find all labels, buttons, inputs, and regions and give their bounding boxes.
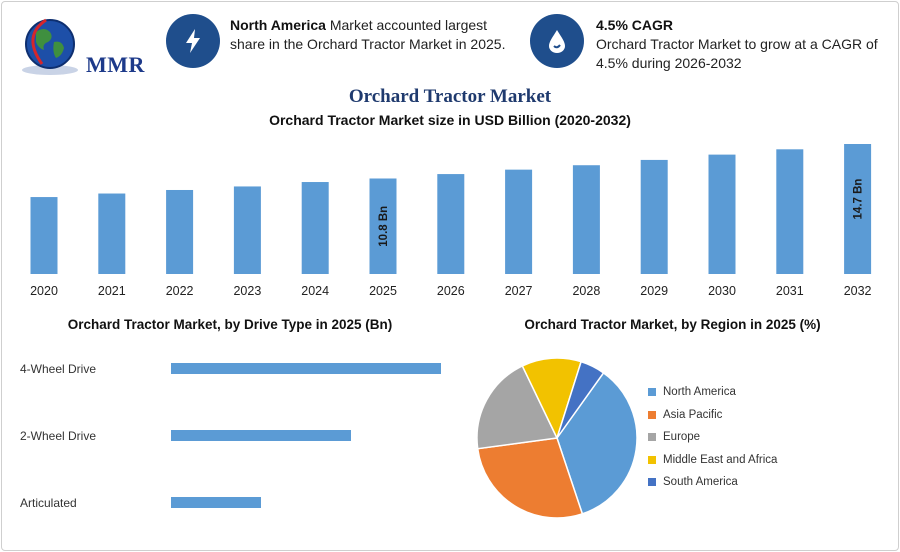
growth-drop-icon [530, 14, 584, 68]
x-tick-label: 2025 [369, 284, 397, 298]
lightning-icon [166, 14, 220, 68]
drive-type-label: Articulated [20, 496, 77, 510]
x-tick-label: 2029 [640, 284, 668, 298]
highlight-cagr-text: Orchard Tractor Market to grow at a CAGR… [596, 36, 878, 71]
bar-2024 [301, 182, 329, 274]
x-tick-label: 2028 [572, 284, 600, 298]
bar-2030 [708, 154, 736, 274]
legend-label: South America [663, 476, 738, 488]
mmr-logo: MMR [16, 12, 144, 80]
bar-chart-title: Orchard Tractor Market size in USD Billi… [269, 112, 631, 128]
bar-2032 [844, 144, 872, 274]
legend-item: North America [648, 386, 736, 398]
highlight-north-america-bold: North America [230, 17, 326, 33]
bar-2029 [640, 159, 668, 274]
legend-label: Europe [663, 431, 701, 443]
bar-2022 [166, 189, 194, 274]
drive-type-chart-title: Orchard Tractor Market, by Drive Type in… [67, 317, 393, 332]
x-tick-label: 2032 [844, 284, 872, 298]
x-tick-label: 2021 [98, 284, 126, 298]
legend-swatch [648, 455, 656, 464]
bar-2031 [776, 149, 804, 274]
legend-item: South America [648, 476, 738, 488]
highlight-north-america-text: Market accounted largest share in the Or… [230, 17, 506, 52]
bar-2027 [505, 169, 533, 274]
logo-text: MMR [86, 52, 145, 77]
x-tick-label: 2031 [776, 284, 804, 298]
highlight-north-america: North America Market accounted largest s… [230, 16, 520, 54]
x-tick-label: 2030 [708, 284, 736, 298]
legend-label: Middle East and Africa [663, 453, 778, 466]
x-tick-label: 2020 [30, 284, 58, 298]
bar-2023 [233, 186, 261, 274]
drive-type-bar [171, 363, 441, 374]
legend-swatch [648, 410, 656, 419]
legend-swatch [648, 388, 656, 396]
region-chart-title: Orchard Tractor Market, by Region in 202… [524, 317, 821, 332]
bar-2025 [369, 178, 397, 274]
x-tick-label: 2022 [166, 284, 194, 298]
page-title: Orchard Tractor Market [348, 86, 552, 107]
globe-icon [22, 18, 78, 75]
legend-item: Asia Pacific [648, 409, 722, 421]
pie-slice-north-america [556, 371, 638, 515]
market-size-bar-chart: 2020 2021 2022 2023 2024 2025 10.8 Bn 2026 2027 2… [30, 144, 872, 298]
x-tick-label: 2027 [505, 284, 533, 298]
region-pie-chart [476, 357, 638, 519]
pie-slice-south-america [556, 360, 605, 439]
legend-swatch [648, 478, 656, 486]
drive-type-bar [171, 497, 261, 508]
legend-label: Asia Pacific [663, 408, 723, 421]
bar-2028 [572, 165, 600, 274]
bar-data-label: 14.7 Bn [853, 179, 865, 220]
pie-slice-asia-pacific [476, 437, 584, 519]
legend-item: Middle East and Africa [648, 454, 777, 466]
legend-label: North America [663, 386, 736, 398]
legend-swatch [648, 433, 656, 441]
bar-2026 [437, 174, 465, 274]
bar-2020 [30, 197, 58, 274]
bar-2021 [98, 193, 126, 274]
drive-type-label: 2-Wheel Drive [20, 429, 97, 443]
bar-data-label: 10.8 Bn [378, 206, 390, 247]
x-tick-label: 2024 [301, 284, 329, 298]
drive-type-bar [171, 430, 351, 441]
pie-slice-middle-east-and-africa [521, 357, 583, 441]
legend-item: Europe [648, 431, 700, 443]
drive-type-label: 4-Wheel Drive [20, 362, 97, 376]
x-tick-label: 2023 [233, 284, 261, 298]
highlight-cagr: 4.5% CAGR Orchard Tractor Market to grow… [596, 16, 886, 73]
pie-slice-europe [476, 364, 559, 450]
highlight-cagr-bold: 4.5% CAGR [596, 17, 674, 33]
x-tick-label: 2026 [437, 284, 465, 298]
